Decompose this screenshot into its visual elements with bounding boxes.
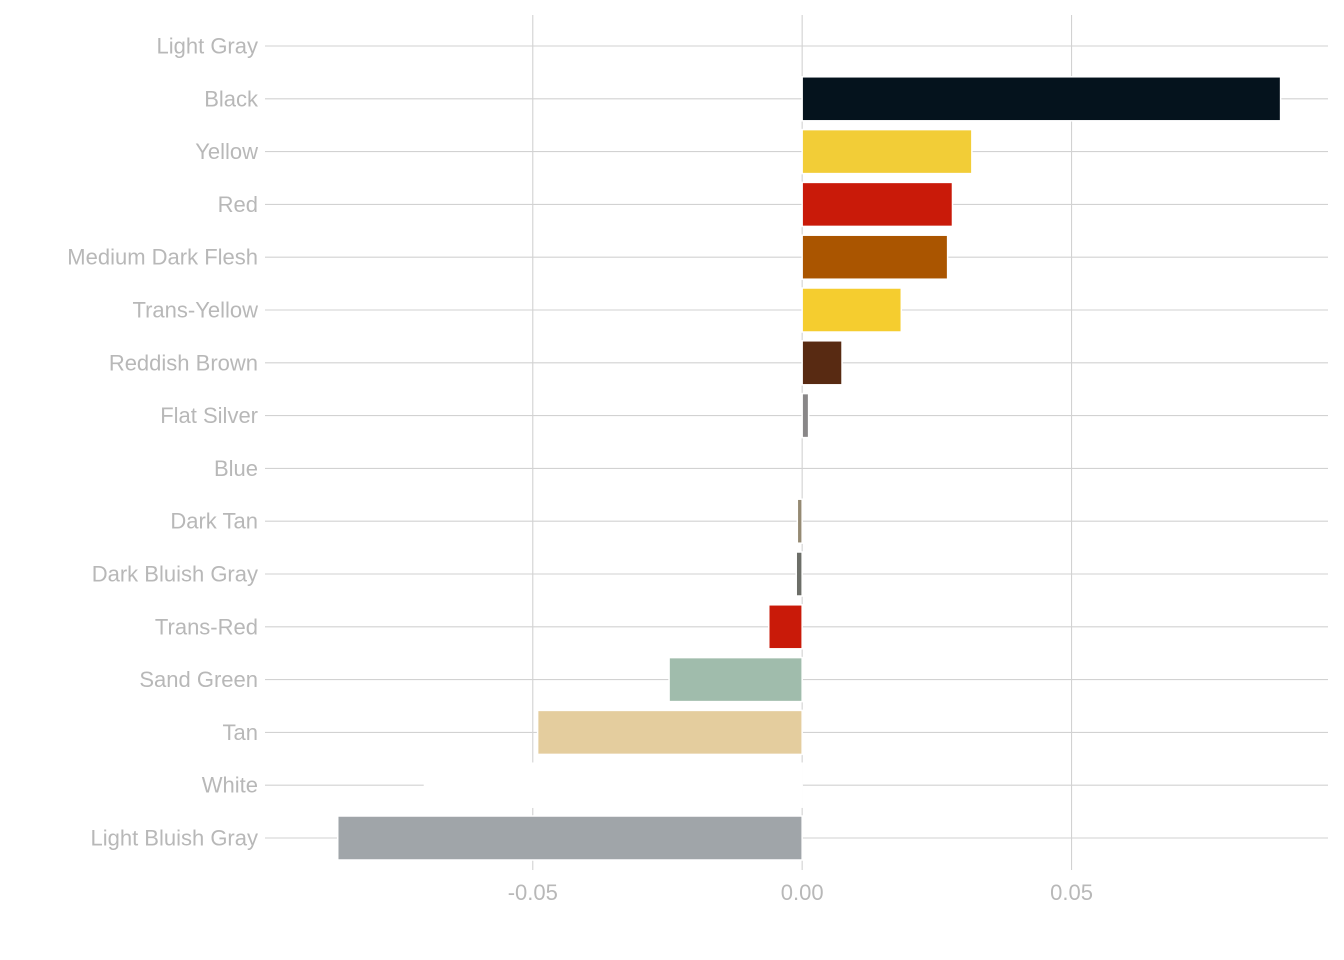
category-label-light-bluish-gray: Light Bluish Gray (90, 826, 258, 851)
bar-dark-bluish-gray (795, 551, 803, 597)
bar-trans-red (768, 604, 803, 650)
category-label-yellow: Yellow (195, 139, 258, 164)
bar-sand-green (668, 656, 803, 703)
category-label-flat-silver: Flat Silver (160, 403, 258, 428)
x-tick-label: 0.00 (781, 880, 824, 905)
category-label-trans-red: Trans-Red (155, 614, 258, 639)
category-labels: Light Gray Black Yellow Red Medium Dark Fles… (67, 34, 259, 851)
x-tick-labels: -0.05 0.00 0.05 (508, 880, 1093, 905)
category-label-blue: Blue (214, 456, 258, 481)
category-label-tan: Tan (223, 720, 258, 745)
category-label-reddish-brown: Reddish Brown (109, 350, 258, 375)
x-tick-label: -0.05 (508, 880, 558, 905)
bar-tan (536, 709, 803, 756)
bar-light-bluish-gray (336, 815, 803, 861)
bar-black (801, 76, 1282, 122)
bar-dark-tan (796, 498, 803, 544)
bar-reddish-brown (801, 340, 843, 386)
category-label-light-gray: Light Gray (157, 34, 259, 59)
category-label-white: White (202, 773, 258, 798)
bar-medium-dark-flesh (801, 234, 949, 280)
category-label-medium-dark-flesh: Medium Dark Flesh (67, 245, 258, 270)
bar-red (801, 181, 954, 228)
x-tick-label: 0.05 (1050, 880, 1093, 905)
category-label-dark-bluish-gray: Dark Bluish Gray (92, 562, 258, 587)
bar-white (423, 762, 803, 808)
bar-yellow (801, 128, 973, 175)
category-label-sand-green: Sand Green (139, 667, 258, 692)
category-label-black: Black (204, 86, 259, 111)
category-label-trans-yellow: Trans-Yellow (132, 298, 258, 323)
category-label-dark-tan: Dark Tan (170, 509, 258, 534)
bar-trans-yellow (801, 287, 903, 333)
category-label-red: Red (218, 192, 258, 217)
bar-flat-silver (801, 392, 810, 439)
bars (336, 76, 1282, 861)
